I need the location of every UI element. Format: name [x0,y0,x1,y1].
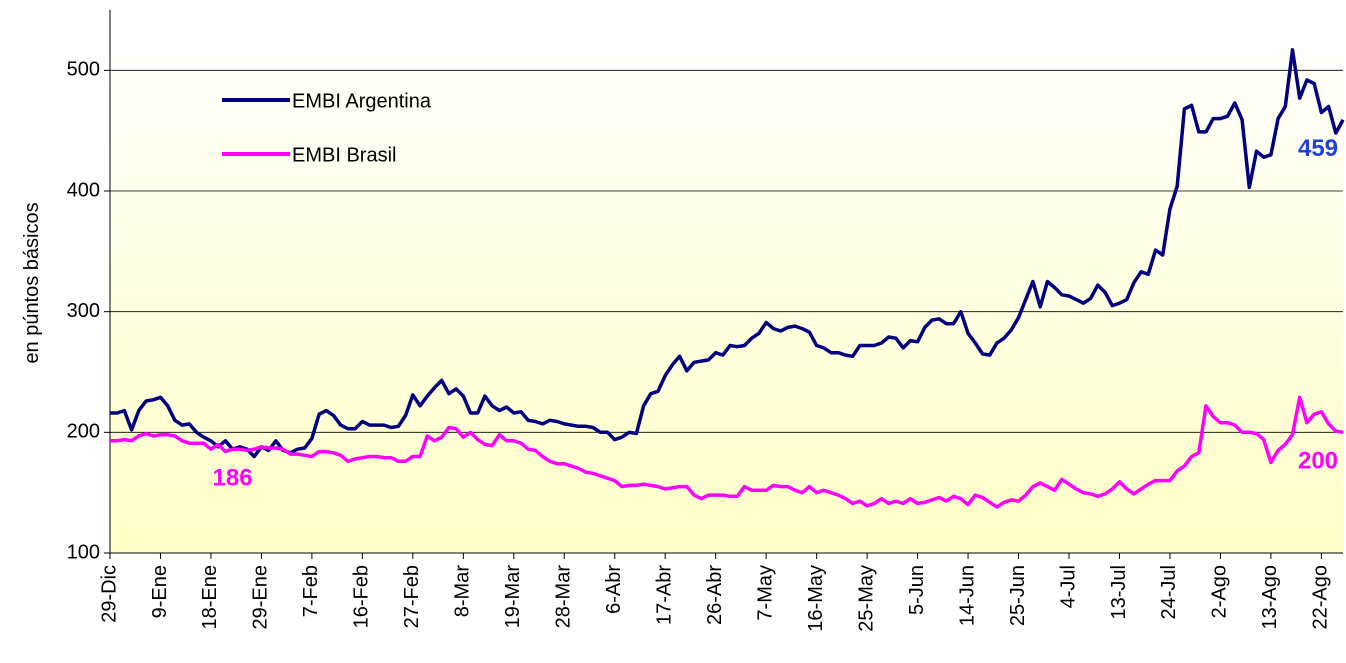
y-tick-label: 100 [67,541,100,563]
y-axis-label: en púntos básicos [21,202,43,363]
annotation: 200 [1298,448,1338,475]
x-tick-label: 28-Mar [553,565,575,629]
x-tick-label: 7-May [754,565,776,621]
x-tick-label: 24-Jul [1158,565,1180,619]
x-tick-label: 25-Jun [1007,565,1029,626]
y-tick-label: 400 [67,179,100,201]
x-tick-label: 27-Feb [401,565,423,628]
x-tick-label: 5-Jun [906,565,928,615]
x-tick-label: 29-Ene [250,565,272,630]
x-tick-label: 22-Ago [1310,565,1332,630]
x-tick-label: 6-Abr [603,565,625,614]
annotation: 459 [1298,135,1338,162]
legend-label: EMBI Brasil [292,144,396,166]
x-tick-label: 7-Feb [300,565,322,617]
x-tick-label: 8-Mar [452,565,474,618]
x-tick-label: 4-Jul [1057,565,1079,608]
x-tick-label: 17-Abr [653,565,675,625]
series-line [110,395,1344,509]
plot-area [110,10,1343,553]
y-tick-label: 300 [67,300,100,322]
y-tick-label: 500 [67,59,100,81]
annotation: 186 [213,465,253,492]
x-tick-label: 9-Ene [149,565,171,618]
x-tick-label: 14-Jun [956,565,978,626]
x-tick-label: 29-Dic [98,565,120,623]
x-tick-label: 16-Feb [351,565,373,628]
x-tick-label: 25-May [855,565,877,632]
x-tick-label: 16-May [805,565,827,632]
legend-label: EMBI Argentina [292,90,432,112]
x-tick-label: 2-Ago [1209,565,1231,618]
x-tick-label: 19-Mar [502,565,524,629]
x-tick-label: 13-Ago [1259,565,1281,630]
y-tick-label: 200 [67,421,100,443]
x-tick-label: 18-Ene [199,565,221,630]
series-line [110,48,1345,459]
x-tick-label: 26-Abr [704,565,726,625]
x-tick-label: 13-Jul [1108,565,1130,619]
